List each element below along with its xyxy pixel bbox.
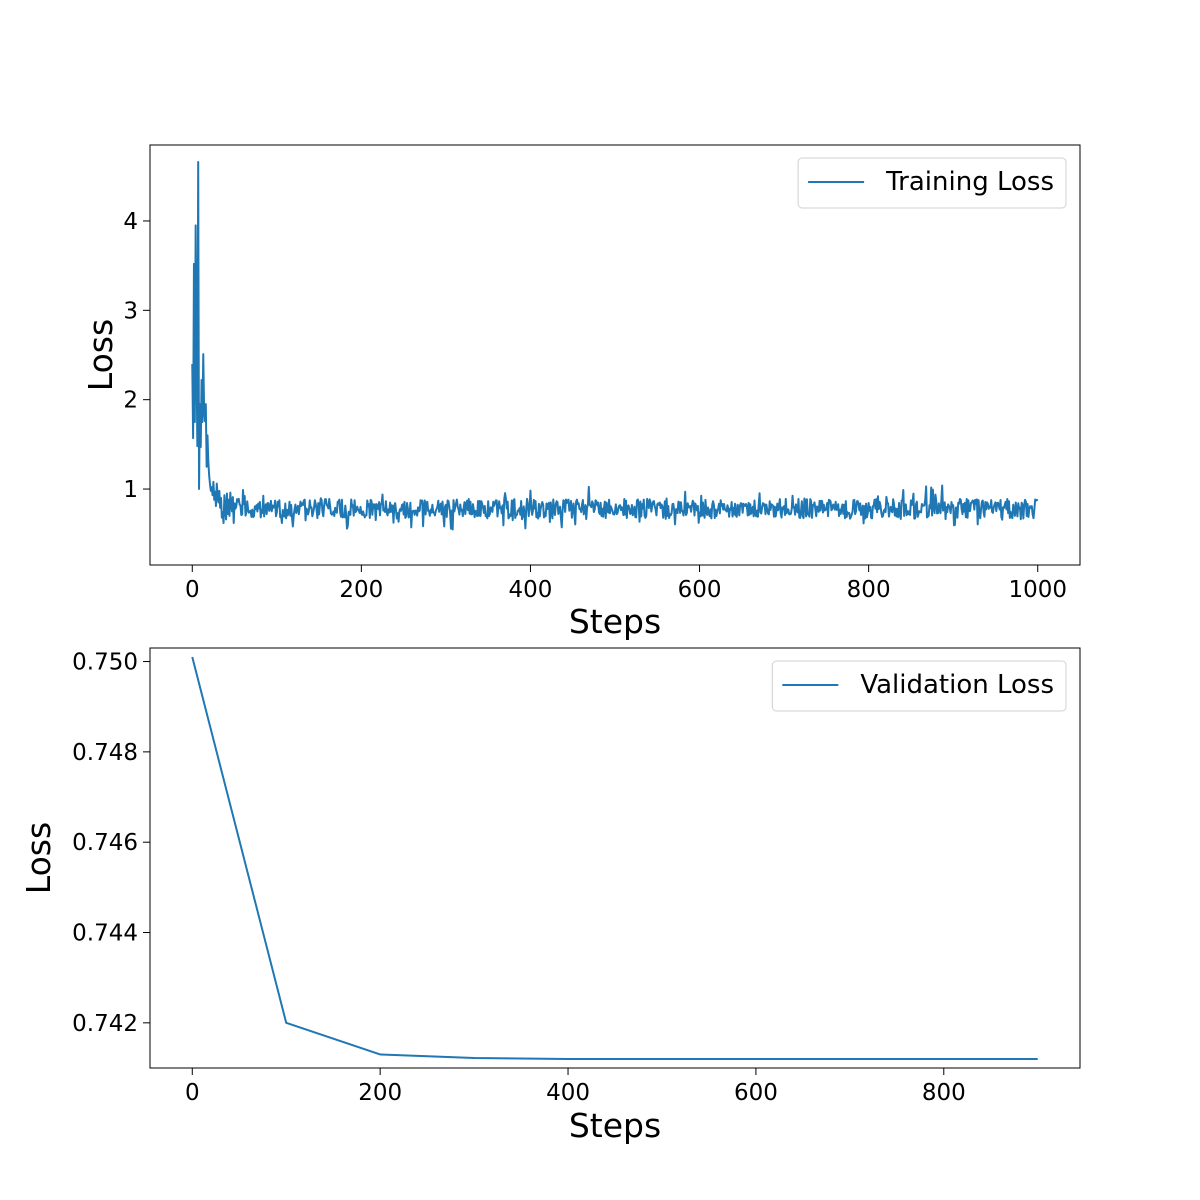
- validation-y-axis-label: Loss: [19, 822, 58, 894]
- training-y-tick-label: 3: [123, 298, 138, 324]
- training-plot-frame: [149, 144, 1081, 566]
- training-y-tick-label: 4: [123, 209, 138, 235]
- training-x-axis-label: Steps: [569, 602, 661, 641]
- training-legend-box: [797, 157, 1067, 209]
- training-y-tick-label: 2: [123, 388, 138, 414]
- validation-plot-frame: [149, 647, 1081, 1069]
- validation-y-tick-label: 0.744: [72, 921, 138, 947]
- training-legend-label: Training Loss: [885, 167, 1054, 197]
- validation-y-tick-label: 0.742: [72, 1011, 138, 1037]
- validation-x-tick-label: 400: [546, 1080, 590, 1106]
- training-loss-subplot: 0 200 400 600 800 1000 1 2 3 4 Steps Loss Traini…: [81, 144, 1081, 641]
- training-x-tick-label: 0: [185, 577, 200, 603]
- training-loss-series-layer: [191, 160, 1039, 531]
- validation-y-tick-label: 0.746: [72, 830, 138, 856]
- validation-loss-subplot: 0 200 400 600 800 0.7420.7440.7460.7480.750 …: [19, 647, 1081, 1145]
- training-legend: Training Loss: [797, 157, 1067, 209]
- validation-y-tick-label: 0.748: [72, 740, 138, 766]
- validation-legend-box: [771, 660, 1067, 712]
- training-x-tick-label: 200: [339, 577, 383, 603]
- validation-loss-line: [191, 656, 1038, 1060]
- validation-loss-series-layer: [191, 656, 1038, 1060]
- validation-x-tick-label: 800: [922, 1080, 966, 1106]
- training-loss-line: [191, 160, 1039, 531]
- training-x-tick-label: 400: [509, 577, 553, 603]
- training-x-tick-label: 600: [678, 577, 722, 603]
- training-y-axis: 1 2 3 4: [123, 209, 150, 503]
- validation-x-tick-label: 600: [734, 1080, 778, 1106]
- validation-legend: Validation Loss: [771, 660, 1067, 712]
- validation-y-tick-label: 0.750: [72, 650, 138, 676]
- validation-y-axis: 0.742 0.744 0.746 0.748 0.750: [72, 650, 150, 1037]
- training-x-tick-label: 800: [847, 577, 891, 603]
- training-y-tick-label: 1: [123, 477, 138, 503]
- validation-x-tick-label: 0: [185, 1080, 200, 1106]
- validation-x-axis: 0 200 400 600 800: [185, 1068, 966, 1106]
- training-x-tick-label: 1000: [1008, 577, 1067, 603]
- validation-x-axis-label: Steps: [569, 1106, 661, 1145]
- training-y-axis-label: Loss: [81, 319, 120, 391]
- validation-x-tick-label: 200: [358, 1080, 402, 1106]
- training-x-axis: 0 200 400 600 800 1000: [185, 565, 1067, 603]
- validation-legend-label: Validation Loss: [860, 670, 1054, 700]
